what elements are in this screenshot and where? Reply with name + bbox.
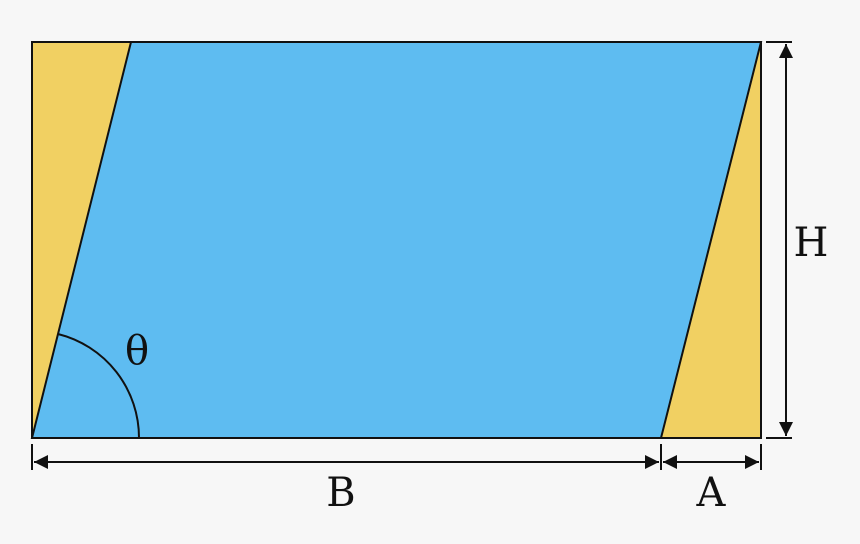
angle-arc bbox=[57, 333, 141, 439]
offset-label: A bbox=[696, 470, 727, 516]
base-label: B bbox=[326, 470, 355, 516]
angle-label: θ bbox=[125, 328, 149, 374]
parallelogram bbox=[30, 41, 763, 439]
height-label: H bbox=[794, 220, 829, 266]
